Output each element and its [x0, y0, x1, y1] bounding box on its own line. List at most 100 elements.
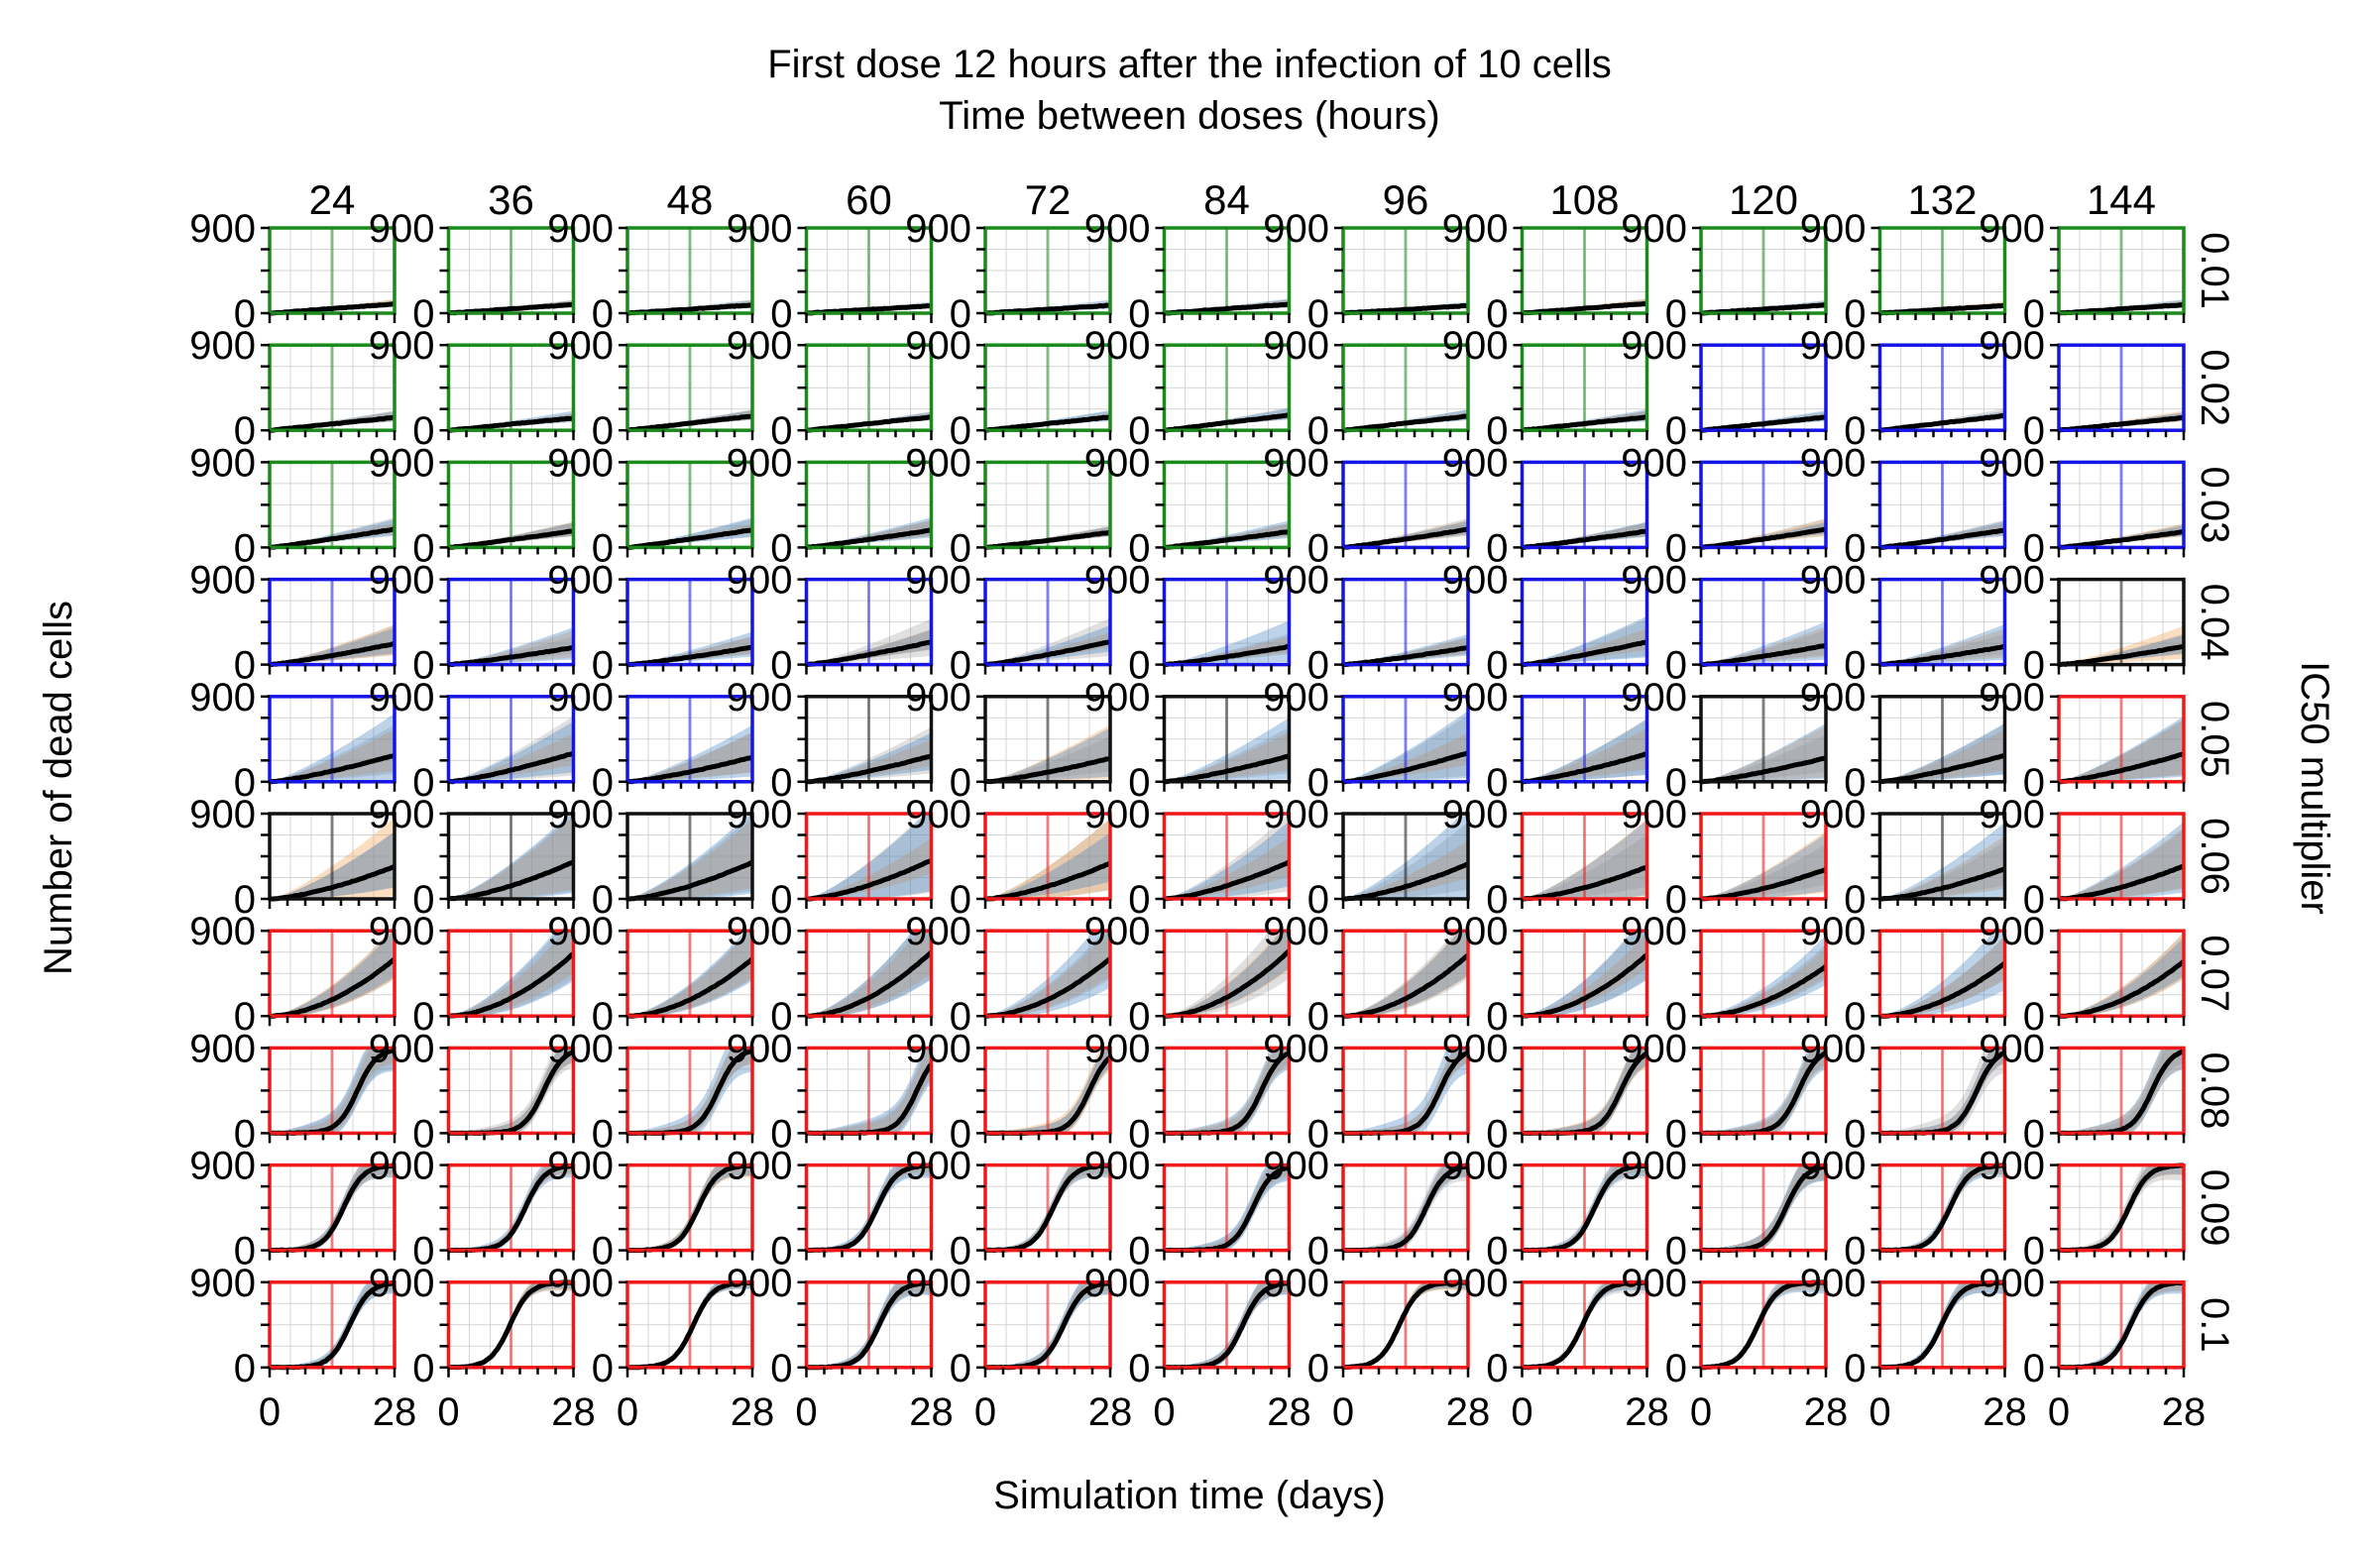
- band-orange: [1701, 626, 1826, 665]
- panel-r4-c2: 900 0: [547, 676, 754, 805]
- y-tick-label: 0: [1665, 292, 1687, 336]
- y-tick-label: 0: [1128, 761, 1150, 805]
- y-tick-label: 0: [1665, 409, 1687, 453]
- row-label: 0.01: [2193, 232, 2236, 309]
- y-tick-label: 900: [727, 1027, 793, 1070]
- band-blue: [627, 1048, 752, 1134]
- band-blue: [806, 814, 932, 899]
- mean-curve: [1522, 750, 1648, 785]
- mean-curve: [1700, 963, 1828, 1019]
- band-grey: [2059, 1164, 2184, 1251]
- y-tick-label: 0: [1486, 1230, 1508, 1274]
- y-tick-label: 900: [1263, 1145, 1329, 1188]
- panel-r0-c0: 900 0 24: [189, 176, 397, 336]
- x-tick-label: 0: [259, 1390, 281, 1434]
- y-tick-label: 0: [1128, 526, 1150, 570]
- band-orange: [2059, 720, 2184, 782]
- band-blue: [1701, 833, 1826, 899]
- y-tick-label: 0: [234, 1112, 256, 1156]
- band-orange: [1164, 1048, 1290, 1134]
- mean-curve: [1879, 960, 2007, 1019]
- band-grey: [985, 818, 1110, 899]
- y-tick-label: 0: [1486, 644, 1508, 688]
- x-tick-label: 0: [1690, 1390, 1712, 1434]
- y-tick-label: 0: [592, 292, 614, 336]
- y-tick-label: 900: [1979, 207, 2045, 251]
- panel-r4-c8: 900 0: [1621, 676, 1828, 805]
- mean-curve: [1342, 861, 1469, 902]
- band-blue: [627, 631, 752, 665]
- column-header: 96: [1383, 176, 1429, 223]
- band-orange: [627, 1048, 752, 1134]
- x-tick-label: 28: [731, 1390, 775, 1434]
- panel-r8-c6: 900 0: [1263, 1145, 1470, 1274]
- y-tick-label: 0: [1844, 409, 1866, 453]
- y-tick-label: 0: [1486, 292, 1508, 336]
- band-blue: [1879, 722, 2005, 782]
- panel-r2-c7: 900 0: [1442, 441, 1649, 570]
- x-tick-label: 0: [617, 1390, 638, 1434]
- band-grey: [806, 726, 932, 782]
- y-tick-label: 0: [412, 761, 434, 805]
- band-grey: [2059, 719, 2184, 782]
- y-tick-label: 0: [1307, 761, 1329, 805]
- y-tick-label: 0: [592, 995, 614, 1039]
- y-tick-label: 900: [1621, 441, 1687, 485]
- panel-r5-c10: 900 0 0.06: [1979, 793, 2236, 922]
- y-tick-label: 0: [950, 409, 971, 453]
- band-blue: [448, 720, 574, 782]
- mean-curve: [984, 860, 1112, 902]
- mean-curve: [448, 415, 575, 433]
- y-tick-label: 900: [1442, 676, 1509, 720]
- column-header: 48: [667, 176, 714, 223]
- band-orange: [806, 1281, 932, 1368]
- panel-r7-c4: 900 0: [905, 1027, 1112, 1156]
- mean-curve: [1879, 527, 2005, 550]
- y-tick-label: 0: [1844, 1347, 1866, 1390]
- y-tick-label: 0: [2023, 995, 2045, 1039]
- band-blue: [1879, 623, 2005, 665]
- panel-r8-c4: 900 0: [905, 1145, 1112, 1274]
- y-tick-label: 900: [369, 910, 435, 953]
- panel-r4-c0: 900 0: [189, 676, 397, 805]
- panel-r5-c0: 900 0: [189, 793, 397, 922]
- band-orange: [1879, 1164, 2005, 1251]
- x-tick-label: 0: [795, 1390, 817, 1434]
- y-tick-label: 900: [1800, 910, 1867, 953]
- x-tick-label: 28: [551, 1390, 596, 1434]
- panel-r0-c5: 900 0 84: [1084, 176, 1292, 336]
- x-axis-label: Simulation time (days): [993, 1474, 1386, 1517]
- mean-curve: [1164, 412, 1290, 433]
- column-header: 84: [1203, 176, 1250, 223]
- mean-curve: [1342, 413, 1469, 433]
- panel-r1-c2: 900 0: [547, 324, 754, 453]
- y-tick-label: 900: [727, 1145, 793, 1188]
- y-tick-label: 0: [950, 292, 971, 336]
- y-tick-label: 0: [1128, 409, 1150, 453]
- y-tick-label: 0: [1128, 995, 1150, 1039]
- column-header: 120: [1729, 176, 1798, 223]
- y-tick-label: 900: [1979, 559, 2045, 603]
- y-tick-label: 0: [1486, 1347, 1508, 1390]
- y-tick-label: 0: [770, 878, 792, 922]
- panel-r2-c2: 900 0: [547, 441, 754, 570]
- mean-curve: [1521, 414, 1647, 433]
- y-tick-label: 0: [234, 409, 256, 453]
- y-tick-label: 0: [592, 761, 614, 805]
- panel-r3-c3: 900 0: [727, 559, 934, 688]
- panel-r0-c3: 900 0 60: [727, 176, 934, 336]
- y-tick-label: 900: [1621, 207, 1687, 251]
- y-tick-label: 0: [770, 1347, 792, 1390]
- band-grey: [985, 931, 1110, 1017]
- band-grey: [1879, 633, 2005, 665]
- band-grey: [985, 735, 1110, 782]
- y-tick-label: 900: [1442, 441, 1509, 485]
- panel-r3-c4: 900 0: [905, 559, 1112, 688]
- panel-r6-c5: 900 0: [1084, 910, 1292, 1039]
- mean-curve: [1879, 866, 2006, 902]
- x-tick-label: 0: [437, 1390, 459, 1434]
- band-orange: [1879, 729, 2005, 782]
- y-tick-label: 900: [905, 793, 971, 836]
